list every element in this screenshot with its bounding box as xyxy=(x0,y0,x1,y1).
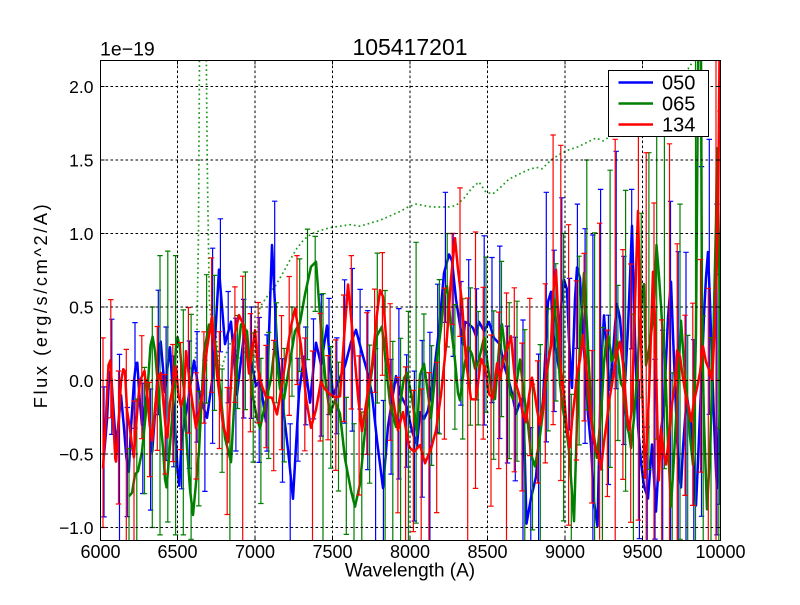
svg-text:2.0: 2.0 xyxy=(69,77,94,97)
svg-text:6500: 6500 xyxy=(157,542,197,562)
svg-text:10000: 10000 xyxy=(695,542,745,562)
svg-text:9500: 9500 xyxy=(622,542,662,562)
svg-text:7000: 7000 xyxy=(235,542,275,562)
svg-text:9000: 9000 xyxy=(545,542,585,562)
svg-text:0.0: 0.0 xyxy=(69,371,94,391)
svg-text:−0.5: −0.5 xyxy=(59,444,94,464)
svg-text:134: 134 xyxy=(662,115,695,137)
svg-text:1.0: 1.0 xyxy=(69,224,94,244)
svg-text:1e−19: 1e−19 xyxy=(100,39,155,61)
svg-text:1.5: 1.5 xyxy=(69,150,93,170)
svg-text:065: 065 xyxy=(662,94,695,116)
svg-text:6000: 6000 xyxy=(80,542,120,562)
svg-text:105417201: 105417201 xyxy=(352,34,467,60)
svg-text:8500: 8500 xyxy=(467,542,507,562)
svg-text:8000: 8000 xyxy=(390,542,430,562)
svg-text:0.5: 0.5 xyxy=(69,297,93,317)
svg-text:7500: 7500 xyxy=(312,542,352,562)
svg-text:050: 050 xyxy=(662,73,695,95)
svg-text:−1.0: −1.0 xyxy=(59,518,94,538)
svg-text:Flux (erg/s/cm^2/A): Flux (erg/s/cm^2/A) xyxy=(31,202,51,409)
svg-text:Wavelength (A): Wavelength (A) xyxy=(345,561,475,582)
